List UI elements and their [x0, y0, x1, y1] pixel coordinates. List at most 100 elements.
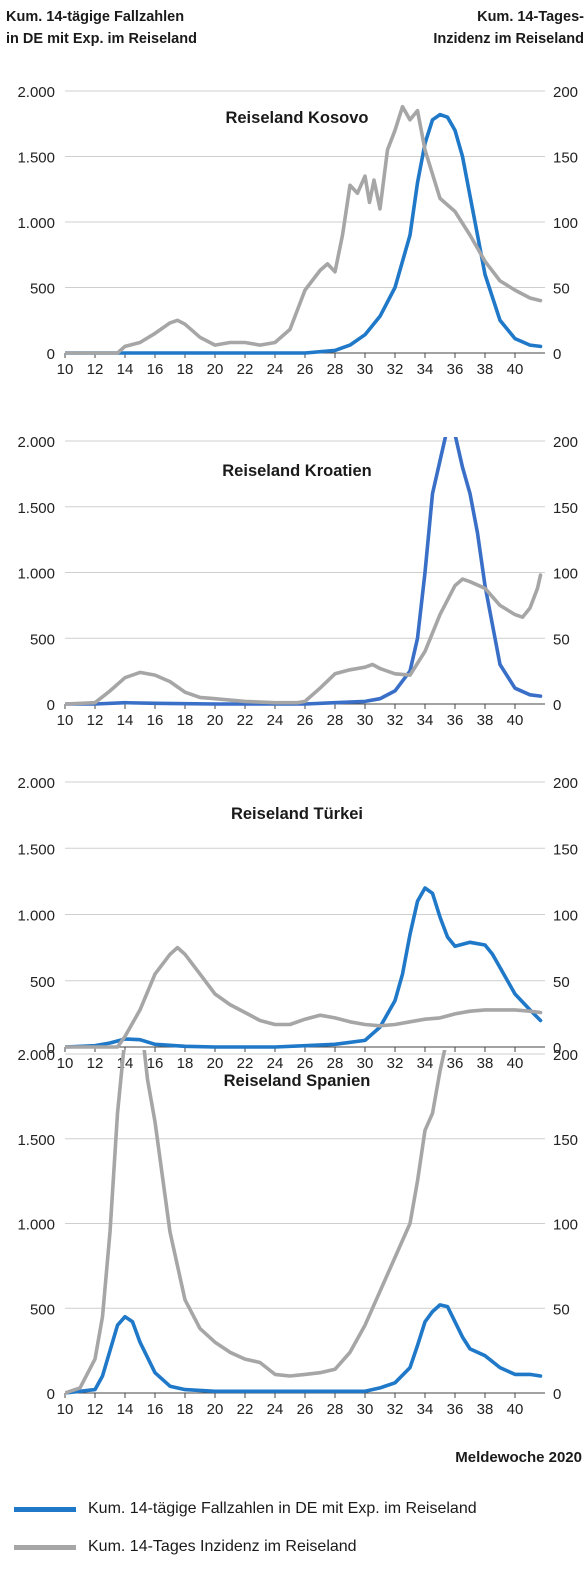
y-left-tick-label: 2.000	[17, 1047, 55, 1064]
legend-label-incidence: Kum. 14-Tages Inzidenz im Reiseland	[88, 1538, 357, 1555]
x-tick-label: 34	[417, 1055, 434, 1072]
cases-series-line	[65, 1303, 543, 1395]
x-tick-label: 32	[387, 1055, 404, 1072]
x-tick-label: 26	[297, 1055, 314, 1072]
x-tick-label: 36	[447, 1055, 464, 1072]
y-left-tick-label: 1.000	[17, 215, 55, 232]
left-axis-header-line1: Kum. 14-tägige Fallzahlen	[6, 9, 185, 25]
y-left-tick-label: 0	[47, 346, 55, 363]
y-left-tick-label: 1.500	[17, 1132, 55, 1149]
x-tick-label: 18	[177, 712, 194, 729]
x-tick-label: 30	[357, 712, 374, 729]
y-right-tick-label: 200	[553, 1047, 578, 1064]
x-tick-label: 40	[507, 1055, 524, 1072]
x-axis-title: Meldewoche 2020	[455, 1449, 582, 1466]
x-tick-label: 20	[207, 1401, 224, 1418]
x-tick-label: 28	[327, 1401, 344, 1418]
y-right-tick-label: 200	[553, 434, 578, 451]
x-tick-label: 34	[417, 712, 434, 729]
y-right-tick-label: 50	[553, 631, 570, 648]
x-tick-label: 18	[177, 361, 194, 378]
x-tick-label: 30	[357, 1401, 374, 1418]
y-left-tick-label: 1.500	[17, 841, 55, 858]
right-axis-header-line1: Kum. 14-Tages-	[477, 9, 584, 25]
y-left-tick-label: 0	[47, 1040, 55, 1057]
x-tick-label: 26	[297, 361, 314, 378]
x-tick-label: 40	[507, 1401, 524, 1418]
y-right-tick-label: 0	[553, 1040, 561, 1057]
chart-panel: 0 0 500 50 1.000 100 1.500 150 2.000 200 10 12 14 16 1…	[17, 434, 578, 729]
y-right-tick-label: 100	[553, 1217, 578, 1234]
x-tick-label: 38	[477, 1401, 494, 1418]
x-tick-label: 14	[117, 1401, 134, 1418]
legend-label-cases: Kum. 14-tägige Fallzahlen in DE mit Exp.…	[88, 1500, 477, 1517]
cases-series-line	[65, 886, 543, 1049]
x-tick-label: 30	[357, 361, 374, 378]
y-left-tick-label: 1.000	[17, 908, 55, 925]
y-right-tick-label: 150	[553, 150, 578, 167]
x-tick-label: 28	[327, 712, 344, 729]
legend-item-incidence: Kum. 14-Tages Inzidenz im Reiseland	[14, 1528, 584, 1566]
y-right-tick-label: 0	[553, 1386, 561, 1403]
x-tick-label: 36	[447, 361, 464, 378]
legend: Kum. 14-tägige Fallzahlen in DE mit Exp.…	[14, 1490, 584, 1566]
x-tick-label: 14	[117, 712, 134, 729]
y-left-tick-label: 1.000	[17, 1217, 55, 1234]
chart-title: Reiseland Kroatien	[222, 462, 371, 480]
y-right-tick-label: 100	[553, 908, 578, 925]
y-right-tick-label: 100	[553, 215, 578, 232]
x-tick-label: 26	[297, 1401, 314, 1418]
x-tick-label: 32	[387, 1401, 404, 1418]
y-right-tick-label: 200	[553, 775, 578, 792]
x-tick-label: 20	[207, 361, 224, 378]
y-right-tick-label: 150	[553, 500, 578, 517]
chart-panel: 0 0 500 50 1.000 100 1.500 150 2.000 200 10 12 14 16 1…	[17, 1047, 578, 1418]
y-left-tick-label: 500	[30, 281, 55, 298]
x-tick-label: 10	[57, 712, 74, 729]
x-tick-label: 40	[507, 361, 524, 378]
y-right-tick-label: 50	[553, 974, 570, 991]
x-tick-label: 24	[267, 712, 284, 729]
x-tick-label: 20	[207, 1055, 224, 1072]
x-tick-label: 22	[237, 1055, 254, 1072]
x-tick-label: 38	[477, 1055, 494, 1072]
incidence-series-line	[65, 1050, 447, 1395]
x-tick-label: 32	[387, 712, 404, 729]
x-tick-label: 20	[207, 712, 224, 729]
chart-panel: 0 0 500 50 1.000 100 1.500 150 2.000 200 10 12 14 16 1…	[17, 84, 578, 378]
x-tick-label: 22	[237, 1401, 254, 1418]
x-tick-label: 34	[417, 1401, 434, 1418]
cases-series-line	[65, 112, 543, 355]
x-tick-label: 34	[417, 361, 434, 378]
x-tick-label: 24	[267, 1055, 284, 1072]
y-right-tick-label: 50	[553, 281, 570, 298]
y-left-tick-label: 0	[47, 697, 55, 714]
x-tick-label: 38	[477, 361, 494, 378]
incidence-series-line	[65, 573, 543, 706]
x-tick-label: 40	[507, 712, 524, 729]
x-tick-label: 12	[87, 1055, 104, 1072]
y-left-tick-label: 0	[47, 1386, 55, 1403]
x-tick-label: 16	[147, 361, 164, 378]
y-right-tick-label: 150	[553, 841, 578, 858]
y-left-tick-label: 500	[30, 631, 55, 648]
x-tick-label: 24	[267, 361, 284, 378]
x-tick-label: 16	[147, 712, 164, 729]
x-tick-label: 32	[387, 361, 404, 378]
right-axis-header-line2: Inzidenz im Reiseland	[433, 31, 584, 47]
x-tick-label: 14	[117, 1055, 134, 1072]
x-tick-label: 30	[357, 1055, 374, 1072]
y-right-tick-label: 50	[553, 1301, 570, 1318]
x-tick-label: 38	[477, 712, 494, 729]
chart-title: Reiseland Spanien	[224, 1072, 371, 1090]
y-left-tick-label: 2.000	[17, 84, 55, 101]
y-right-tick-label: 0	[553, 346, 561, 363]
x-tick-label: 10	[57, 361, 74, 378]
y-left-tick-label: 1.000	[17, 566, 55, 583]
incidence-series-line	[65, 104, 543, 355]
chart-title: Reiseland Kosovo	[225, 109, 368, 127]
x-tick-label: 12	[87, 1401, 104, 1418]
y-left-tick-label: 500	[30, 1301, 55, 1318]
y-left-tick-label: 2.000	[17, 434, 55, 451]
